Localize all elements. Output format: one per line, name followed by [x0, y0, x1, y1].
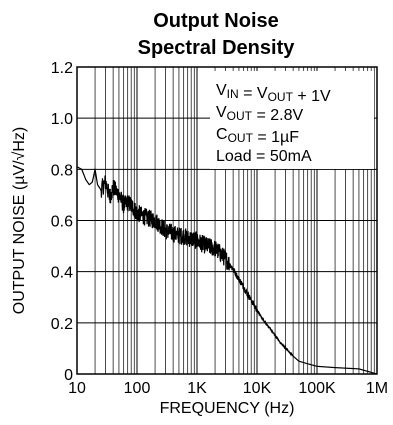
legend-box	[210, 71, 374, 169]
y-tick-label: 0.8	[51, 162, 73, 179]
legend-entry: VOUT = 2.8V	[216, 104, 303, 124]
y-tick-label: 1.2	[51, 60, 73, 77]
legend-entry: VIN = VOUT + 1V	[216, 82, 331, 105]
plot-grid	[77, 67, 377, 374]
chart-title: Output Noise	[153, 10, 279, 32]
chart-title-group: Output Noise Spectral Density	[138, 10, 296, 59]
y-axis-label: OUTPUT NOISE (µV/√Hz)	[11, 127, 28, 315]
x-tick-label: 10K	[243, 380, 272, 397]
y-tick-label: 1.0	[51, 111, 73, 128]
legend-entry: Load = 50mA	[216, 148, 312, 165]
chart-subtitle: Spectral Density	[138, 37, 296, 59]
x-tick-label: 1K	[187, 380, 207, 397]
x-axis-ticks: 10 100 1K 10K 100K 1M	[68, 380, 388, 397]
y-tick-label: 0.4	[51, 265, 73, 282]
x-tick-label: 1M	[366, 380, 388, 397]
x-tick-label: 10	[68, 380, 86, 397]
noise-series-line	[76, 166, 378, 375]
x-tick-label: 100K	[298, 380, 336, 397]
x-axis-label: FREQUENCY (Hz)	[160, 400, 295, 417]
plot-frame	[76, 66, 378, 375]
y-axis-ticks: 0 0.2 0.4 0.6 0.8 1.0 1.2	[51, 60, 73, 384]
y-tick-label: 0.6	[51, 214, 73, 231]
legend-entry: COUT = 1µF	[216, 126, 299, 146]
x-tick-label: 100	[124, 380, 151, 397]
y-tick-label: 0	[64, 367, 73, 384]
y-tick-label: 0.2	[51, 316, 73, 333]
